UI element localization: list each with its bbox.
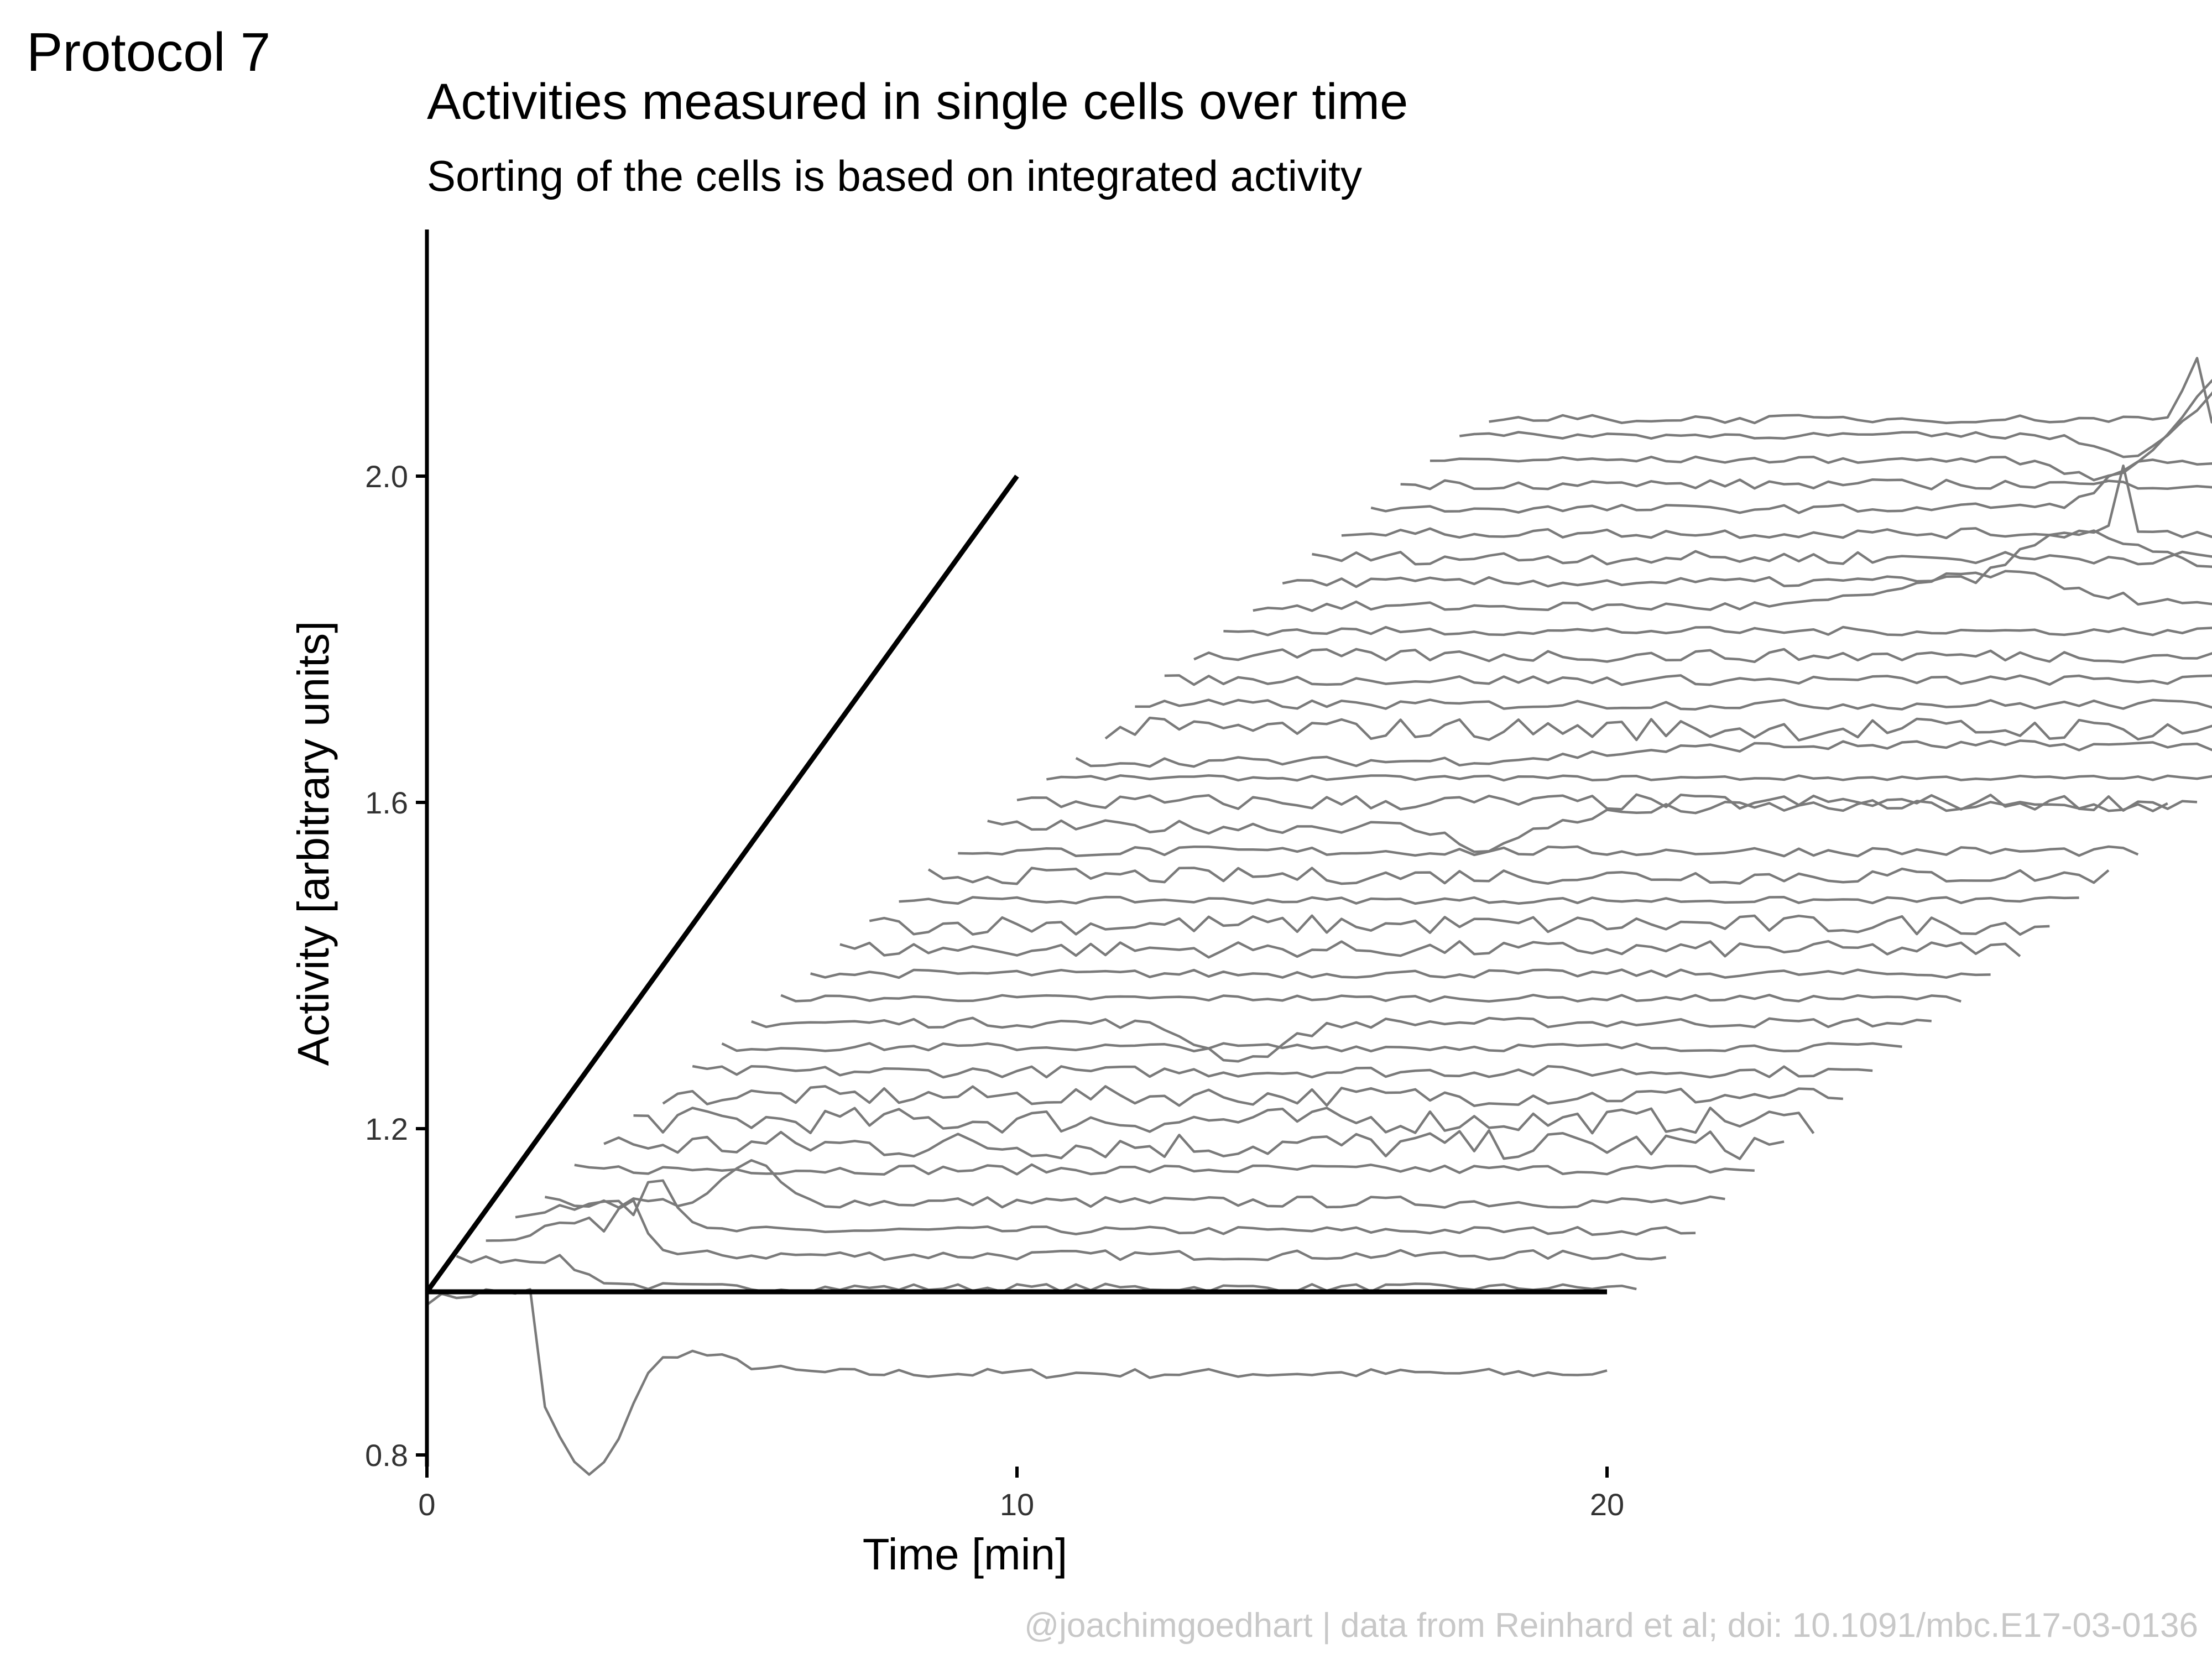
x-axis-title: Time [min] (863, 1530, 1067, 1579)
cell-trace (958, 845, 2139, 858)
cell-trace (1489, 357, 2212, 425)
chart-title: Activities measured in single cells over… (427, 74, 1408, 130)
cell-trace (692, 1065, 1873, 1079)
cell-trace (1016, 793, 2198, 812)
cell-trace (1104, 716, 2212, 742)
cell-trace (1459, 391, 2212, 458)
cell-trace (869, 914, 2050, 936)
y-tick-label: 1.6 (365, 785, 408, 820)
protocol-tag: Protocol 7 (27, 22, 270, 82)
x-tick-label: 10 (1000, 1487, 1034, 1522)
cell-trace (1223, 625, 2212, 637)
cell-trace (927, 867, 2110, 885)
diagonal-guide (425, 474, 1019, 1293)
y-axis-title: Activity [arbitrary units] (289, 621, 338, 1066)
cell-trace (1253, 570, 2212, 612)
cell-trace (721, 1042, 1902, 1053)
x-tick-group: 0 10 20 (418, 1467, 1624, 1522)
cell-trace (751, 1016, 1932, 1063)
cell-trace (1370, 458, 2212, 514)
cell-trace (1341, 464, 2212, 540)
cell-trace (1312, 550, 2212, 566)
y-tick-label: 1.2 (365, 1112, 408, 1146)
cell-trace (603, 1129, 1785, 1160)
cell-trace (839, 940, 2021, 959)
cell-trace (1430, 379, 2212, 482)
cell-trace (780, 994, 1961, 1003)
cell-trace (987, 799, 2168, 853)
cell-trace (515, 1179, 1696, 1236)
cell-trace (456, 1254, 1637, 1293)
cell-trace (544, 1159, 1725, 1209)
cell-trace (1046, 774, 2212, 782)
y-tick-label: 0.8 (365, 1438, 408, 1473)
trace-group (426, 357, 2212, 1476)
cell-trace (1164, 674, 2212, 686)
cell-trace (633, 1107, 1815, 1135)
cell-trace (486, 1199, 1666, 1261)
source-caption: @joachimgoedhart | data from Reinhard et… (1024, 1606, 2198, 1645)
cell-trace (1135, 698, 2212, 711)
cell-trace (426, 1288, 1608, 1476)
x-tick-label: 20 (1590, 1487, 1624, 1522)
cell-trace (1282, 529, 2212, 588)
cell-trace (662, 1085, 1843, 1107)
cell-trace (1075, 739, 2212, 768)
y-tick-label: 2.0 (365, 459, 408, 494)
cell-trace (574, 1163, 1755, 1176)
cell-trace (1193, 648, 2212, 664)
guide-group (425, 474, 1607, 1295)
cell-trace (899, 895, 2079, 905)
y-tick-group: 0.8 1.2 1.6 2.0 (365, 459, 427, 1473)
cell-trace (1400, 478, 2212, 491)
chart-subtitle: Sorting of the cells is based on integra… (427, 152, 1362, 200)
x-tick-label: 0 (418, 1487, 435, 1522)
cell-trace (810, 968, 1991, 979)
